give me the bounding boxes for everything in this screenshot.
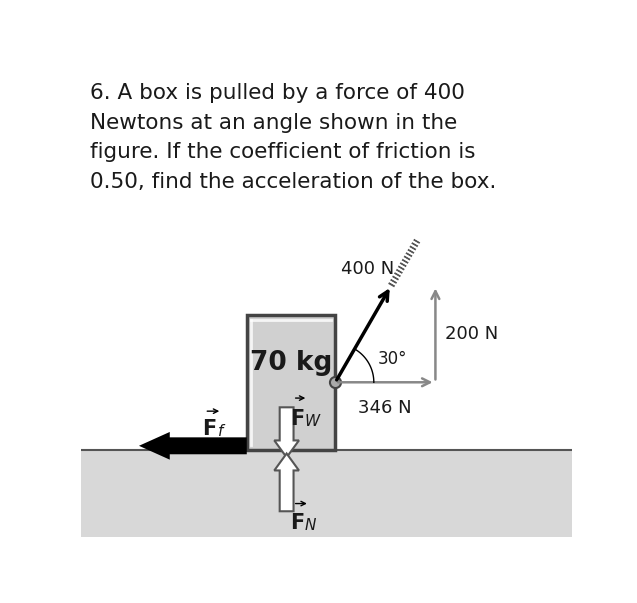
Text: $\mathbf{F}$: $\mathbf{F}$ (290, 513, 305, 533)
Text: 200 N: 200 N (445, 325, 498, 343)
Text: $\mathbf{F}$: $\mathbf{F}$ (202, 419, 217, 439)
Text: 346 N: 346 N (359, 399, 412, 417)
FancyArrow shape (275, 407, 299, 457)
FancyArrow shape (275, 453, 299, 511)
Text: $W$: $W$ (304, 414, 322, 429)
Text: $f$: $f$ (217, 423, 226, 440)
Text: 30°: 30° (378, 350, 407, 368)
Text: 400 N: 400 N (341, 260, 395, 278)
FancyArrow shape (139, 432, 247, 459)
Text: 70 kg: 70 kg (250, 350, 333, 376)
Text: $N$: $N$ (304, 517, 317, 534)
Text: $\mathbf{F}$: $\mathbf{F}$ (290, 409, 305, 429)
Text: 6. A box is pulled by a force of 400
Newtons at an angle shown in the
figure. If: 6. A box is pulled by a force of 400 New… (90, 83, 497, 192)
Bar (247, 315, 335, 450)
Bar (82, 450, 572, 537)
